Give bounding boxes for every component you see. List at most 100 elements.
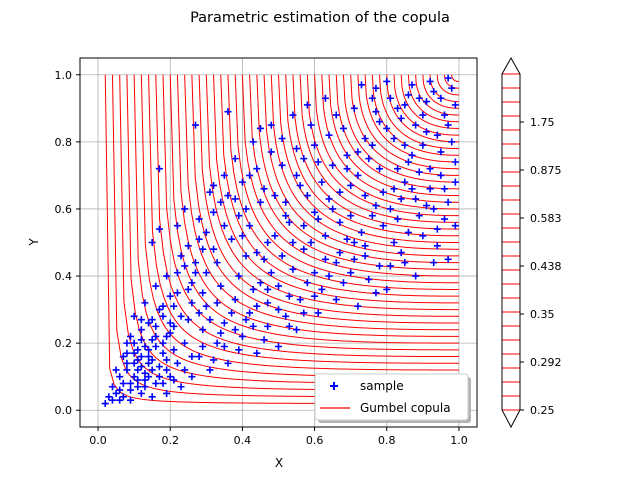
scatter-point: [217, 282, 225, 290]
contour-line: [306, 74, 459, 217]
contour-line: [278, 74, 459, 243]
scatter-point: [242, 316, 250, 324]
scatter-point: [441, 185, 449, 193]
scatter-point: [206, 316, 214, 324]
scatter-point: [231, 155, 239, 163]
colorbar-tick-label: 0.35: [530, 308, 555, 321]
scatter-point: [159, 312, 167, 320]
scatter-point: [163, 332, 171, 340]
scatter-point: [112, 366, 120, 374]
scatter-point: [368, 94, 376, 102]
y-tick-label: 0.0: [55, 404, 73, 417]
scatter-point: [108, 396, 116, 404]
scatter-point: [386, 205, 394, 213]
scatter-point: [271, 232, 279, 240]
scatter-point: [235, 346, 243, 354]
scatter-point: [401, 259, 409, 267]
contour-line: [379, 74, 459, 150]
scatter-point: [260, 185, 268, 193]
scatter-point: [383, 285, 391, 293]
scatter-point: [127, 396, 135, 404]
scatter-point: [260, 255, 268, 263]
scatter-point: [300, 309, 308, 317]
scatter-point: [282, 198, 290, 206]
scatter-point: [386, 262, 394, 270]
scatter-point: [278, 135, 286, 143]
scatter-point: [303, 101, 311, 109]
scatter-point: [155, 306, 163, 314]
contour-line: [220, 74, 459, 297]
scatter-point: [278, 252, 286, 260]
scatter-point: [397, 114, 405, 122]
scatter-point: [296, 296, 304, 304]
scatter-point: [361, 192, 369, 200]
scatter-point: [394, 104, 402, 112]
scatter-point: [199, 326, 207, 334]
scatter-point: [148, 393, 156, 401]
scatter-point: [173, 222, 181, 230]
scatter-point: [130, 339, 138, 347]
scatter-point: [444, 74, 452, 82]
scatter-point: [134, 366, 142, 374]
contour-line: [292, 74, 459, 230]
scatter-point: [137, 353, 145, 361]
scatter-point: [181, 205, 189, 213]
scatter-point: [119, 353, 127, 361]
scatter-point: [358, 81, 366, 89]
scatter-point: [422, 98, 430, 106]
contour-line: [155, 74, 459, 358]
scatter-point: [256, 279, 264, 287]
scatter-point: [426, 77, 434, 85]
scatter-point: [134, 346, 142, 354]
scatter-point: [220, 222, 228, 230]
scatter-point: [220, 319, 228, 327]
scatter-point: [177, 252, 185, 260]
scatter-point: [376, 118, 384, 126]
scatter-point: [422, 128, 430, 136]
x-tick-label: 0.0: [89, 434, 107, 447]
scatter-point: [134, 376, 142, 384]
scatter-point: [108, 383, 116, 391]
scatter-point: [238, 232, 246, 240]
scatter-point: [293, 171, 301, 179]
scatter-point: [152, 342, 160, 350]
scatter-point: [231, 195, 239, 203]
scatter-point: [433, 225, 441, 233]
x-tick-label: 0.6: [306, 434, 324, 447]
contour-line: [335, 74, 459, 190]
scatter-point: [267, 148, 275, 156]
scatter-point: [231, 296, 239, 304]
scatter-point: [235, 272, 243, 280]
scatter-point: [134, 356, 142, 364]
scatter-point: [354, 148, 362, 156]
scatter-point: [112, 389, 120, 397]
scatter-point: [264, 299, 272, 307]
scatter-point: [141, 376, 149, 384]
scatter-point: [159, 339, 167, 347]
scatter-point: [148, 356, 156, 364]
scatter-point: [347, 269, 355, 277]
scatter-point: [412, 195, 420, 203]
scatter-point: [159, 379, 167, 387]
scatter-point: [199, 342, 207, 350]
contour-line: [270, 74, 459, 250]
scatter-point: [253, 302, 261, 310]
scatter-point: [451, 222, 459, 230]
scatter-point: [318, 178, 326, 186]
scatter-point: [300, 245, 308, 253]
y-axis-ticks: 0.0 0.2 0.4 0.6 0.8 1.0: [55, 69, 80, 417]
y-axis-label: Y: [27, 238, 41, 247]
scatter-point: [383, 77, 391, 85]
scatter-point: [260, 336, 268, 344]
scatter-point: [228, 235, 236, 243]
scatter-point: [343, 151, 351, 159]
scatter-point: [361, 242, 369, 250]
scatter-point: [264, 239, 272, 246]
scatter-point: [177, 383, 185, 391]
legend-marker-sample: [330, 382, 338, 390]
scatter-point: [267, 269, 275, 277]
colorbar-tick-label: 0.438: [530, 260, 562, 273]
scatter-point: [155, 363, 163, 371]
scatter-point: [256, 198, 264, 206]
scatter-point: [137, 363, 145, 371]
